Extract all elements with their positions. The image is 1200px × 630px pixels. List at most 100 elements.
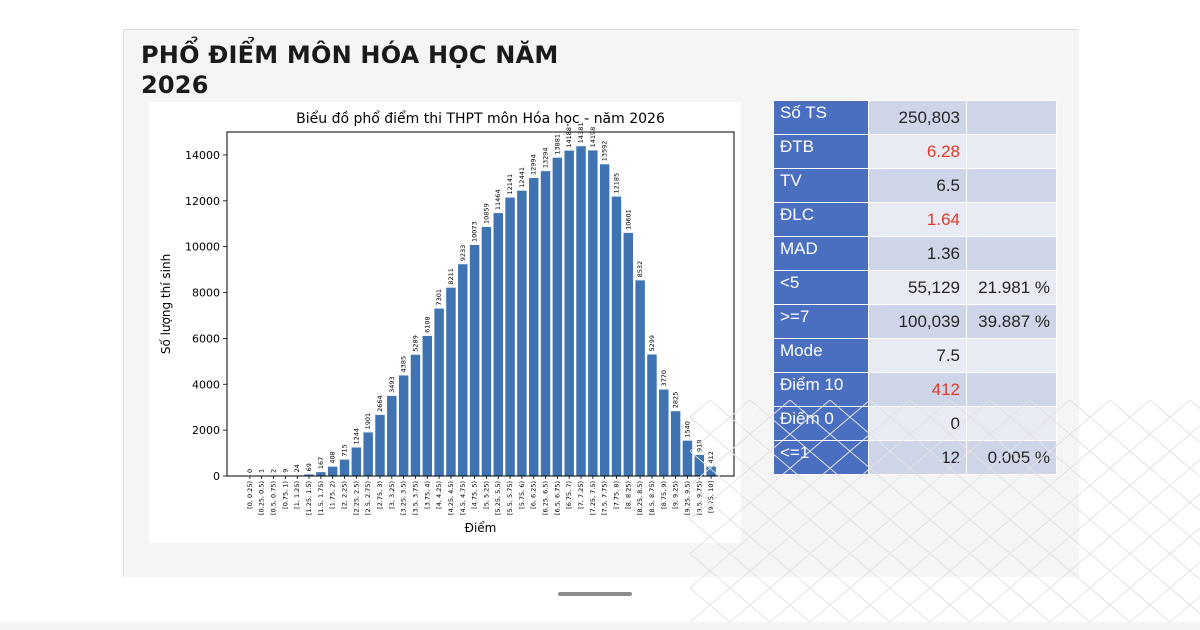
chart-data-label: 11464 — [494, 189, 502, 210]
chart-bar — [422, 335, 433, 476]
chart-data-label: 12994 — [530, 154, 538, 175]
chart-x-tick-label: [4.75, 5) — [471, 481, 479, 509]
grid-line — [829, 400, 1091, 622]
chart-bar — [599, 164, 610, 476]
grid-line — [849, 400, 1111, 622]
chart-bar — [339, 459, 350, 476]
stats-value: 55,129 — [868, 270, 967, 305]
grid-line — [690, 400, 951, 622]
grid-line — [909, 400, 1171, 622]
chart-x-tick-label: [0.25, 0.5) — [258, 481, 266, 515]
stats-value: 100,039 — [868, 304, 967, 339]
grid-line — [809, 400, 1071, 622]
chart-x-tick-label: [7.75, 8) — [612, 481, 620, 509]
slide-title-line2: 2026 — [141, 71, 209, 99]
stats-value: 6.5 — [868, 168, 967, 203]
chart-bar — [694, 454, 704, 476]
chart-bar — [576, 146, 586, 476]
chart-x-tick-label: [0.75, 1) — [281, 481, 289, 509]
grid-line — [889, 400, 1151, 622]
chart-x-tick-label: [1.5, 1.75) — [317, 481, 325, 515]
chart-x-tick-label: [6.5, 6.75) — [553, 481, 561, 515]
chart-x-tick-label: [7, 7.25) — [577, 481, 585, 509]
slide: PHỔ ĐIỂM MÔN HÓA HỌC NĂM 2026 Biểu đồ ph… — [123, 29, 1079, 577]
chart-bar — [528, 178, 539, 476]
chart-data-label: 69 — [305, 463, 313, 471]
scroll-handle[interactable] — [558, 592, 632, 596]
grid-line — [1129, 561, 1200, 622]
chart-x-tick-label: [1.75, 2) — [329, 481, 337, 509]
grid-line — [690, 518, 811, 622]
chart-data-label: 24 — [293, 464, 301, 472]
chart-data-label: 8532 — [636, 261, 644, 278]
grid-line — [749, 400, 1011, 622]
grid-line — [1089, 527, 1200, 622]
stats-table-body: Số TS 250,803 ĐTB 6.28 TV 6.5 ĐLC 1.64 MAD 1.36 <5… — [773, 100, 1057, 475]
chart-data-label: 9 — [281, 469, 289, 473]
stats-percent — [966, 202, 1057, 237]
chart-y-tick-label: 4000 — [192, 378, 220, 391]
grid-line — [690, 400, 791, 487]
stats-value: 250,803 — [868, 100, 967, 135]
grid-line — [690, 400, 911, 589]
chart-x-tick-label: [7.5, 7.75) — [601, 481, 609, 515]
chart-x-tick-label: [8, 8.25) — [624, 481, 632, 509]
chart-data-label: 8211 — [447, 268, 455, 285]
chart-axes-frame — [226, 131, 735, 477]
grid-line — [709, 400, 971, 622]
chart-data-label: 10073 — [471, 221, 479, 242]
grid-line — [949, 400, 1200, 615]
chart-x-tick-label: [3.75, 4) — [423, 481, 431, 509]
chart-bar — [588, 150, 598, 477]
stats-label: Mode — [773, 338, 869, 373]
chart-data-label: 7301 — [435, 289, 443, 306]
chart-x-tick-label: [3.5, 3.75) — [411, 481, 419, 515]
chart-x-tick-label: [9.75, 10] — [707, 481, 715, 513]
page-footer-strip — [0, 622, 1200, 630]
grid-line — [1049, 493, 1200, 622]
stats-percent: 21.981 % — [966, 270, 1057, 305]
chart-data-label: 5289 — [411, 335, 419, 352]
chart-bar — [316, 472, 326, 476]
chart-x-tick-label: [8.25, 8.5) — [636, 481, 644, 515]
chart-data-label: 6108 — [423, 316, 431, 333]
chart-x-tick-label: [2.75, 3) — [376, 481, 384, 509]
chart-data-label: 14188 — [565, 127, 573, 148]
stats-percent — [966, 236, 1057, 271]
chart-data-label: 14198 — [589, 127, 597, 148]
grid-line — [1169, 595, 1200, 622]
chart-data-label: 13881 — [553, 134, 561, 155]
grid-line — [1029, 400, 1200, 546]
stats-label: ĐTB — [773, 134, 869, 169]
chart-x-tick-label: [3, 3.25) — [388, 481, 396, 509]
chart-x-tick-label: [0, 0.25) — [246, 481, 254, 509]
stats-row: Mode 7.5 — [773, 338, 1057, 373]
chart-bar — [481, 226, 492, 476]
chart-data-label: 5299 — [648, 335, 656, 352]
chart-bar — [493, 213, 503, 476]
chart-data-label: 12141 — [506, 174, 514, 195]
grid-line — [690, 553, 771, 622]
chart-data-label: 1 — [258, 469, 266, 473]
chart-x-tick-label: [5, 5.25) — [482, 481, 490, 509]
grid-line — [989, 400, 1200, 580]
grid-line — [690, 400, 751, 452]
stats-label: Điểm 0 — [773, 406, 869, 441]
chart-bar — [635, 280, 645, 476]
chart-y-axis-label: Số lượng thí sinh — [159, 254, 173, 354]
grid-line — [690, 416, 931, 622]
chart-x-axis-label: Điểm — [465, 521, 497, 535]
chart-bar — [706, 466, 716, 476]
chart-x-tick-label: [5.5, 5.75) — [506, 481, 514, 515]
chart-bar — [647, 354, 657, 476]
chart-x-tick-label: [1, 1.25) — [293, 481, 301, 509]
stats-value: 6.28 — [868, 134, 967, 169]
chart-x-tick-label: [2.25, 2.5) — [352, 481, 360, 515]
chart-bar — [351, 447, 362, 476]
chart-bar — [304, 474, 314, 476]
chart-data-label: 14381 — [577, 123, 585, 144]
chart-x-tick-label: [8.5, 8.75) — [648, 481, 656, 515]
slide-title: PHỔ ĐIỂM MÔN HÓA HỌC NĂM 2026 — [141, 40, 558, 100]
chart-data-label: 0 — [246, 469, 254, 473]
stats-row: ĐTB 6.28 — [773, 134, 1057, 169]
